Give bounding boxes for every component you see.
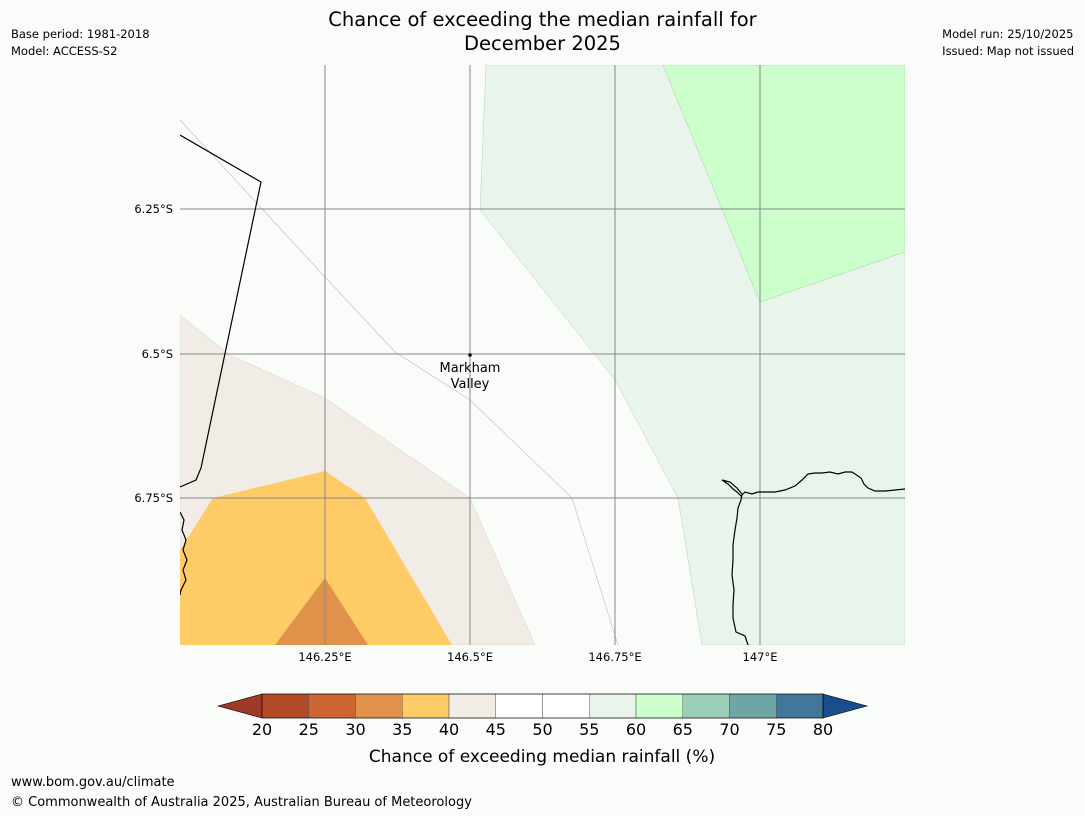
colorbar-tick-label: 45 (486, 720, 506, 739)
colorbar-label: Chance of exceeding median rainfall (%) (369, 747, 715, 767)
coastline-southwest (180, 511, 188, 596)
issued-status: Issued: Map not issued (942, 44, 1074, 58)
map-title: Chance of exceeding the median rainfall … (0, 8, 1085, 56)
colorbar-segment (589, 693, 637, 719)
border-line-west (180, 134, 262, 488)
colorbar-under-arrow (216, 693, 263, 719)
place-label-line-2: Valley (451, 377, 490, 392)
colorbar-segment (542, 693, 590, 719)
place-label-line-1: Markham (440, 361, 501, 376)
lon-label-2: 146.5°E (447, 650, 493, 664)
colorbar-segments (261, 693, 824, 719)
title-line-2: December 2025 (464, 32, 621, 55)
colorbar-segment (308, 693, 356, 719)
lat-label-1: 6.25°S (134, 202, 173, 216)
region-30-35 (275, 578, 368, 645)
colorbar: 20 25 30 35 40 45 50 55 60 65 70 75 80 Chance of exc… (216, 693, 869, 767)
colorbar-outline (261, 693, 824, 719)
colorbar-segment (261, 693, 309, 719)
contour-line (180, 119, 619, 645)
model-run: Model run: 25/10/2025 (942, 27, 1074, 41)
meta-right: Model run: 25/10/2025 Issued: Map not is… (942, 26, 1074, 60)
colorbar-tick-label: 65 (673, 720, 693, 739)
colorbar-segment (495, 693, 543, 719)
colorbar-segment (402, 693, 450, 719)
meta-left: Base period: 1981-2018 Model: ACCESS-S2 (11, 26, 150, 60)
colorbar-tick-label: 30 (345, 720, 365, 739)
colorbar-tick-label: 40 (439, 720, 459, 739)
colorbar-segment (355, 693, 403, 719)
lat-label-3: 6.75°S (134, 491, 173, 505)
lat-label-2: 6.5°S (142, 347, 173, 361)
gridlines (180, 65, 905, 645)
colorbar-tick-label: 70 (719, 720, 739, 739)
lon-label-4: 147°E (743, 650, 778, 664)
title-line-1: Chance of exceeding the median rainfall … (328, 8, 757, 31)
colorbar-segment (776, 693, 824, 719)
colorbar-ticks: 20 25 30 35 40 45 50 55 60 65 70 75 80 (252, 720, 833, 739)
colorbar-tick-label: 50 (532, 720, 552, 739)
region-35-40 (180, 471, 452, 645)
colorbar-tick-label: 55 (579, 720, 599, 739)
colorbar-tick-label: 20 (252, 720, 272, 739)
model-name: Model: ACCESS-S2 (11, 44, 118, 58)
coastline-southeast (721, 471, 905, 645)
colorbar-segment (635, 693, 683, 719)
colorbar-tick-label: 60 (626, 720, 646, 739)
place-marker (468, 353, 472, 357)
map-area (180, 65, 905, 645)
colorbar-over-arrow (822, 693, 869, 719)
colorbar-tick-label: 75 (766, 720, 786, 739)
footer-url: www.bom.gov.au/climate (11, 775, 175, 790)
footer-copyright: © Commonwealth of Australia 2025, Austra… (11, 795, 472, 810)
colorbar-tick-label: 35 (392, 720, 412, 739)
region-60-65 (662, 65, 905, 303)
colorbar-segment (729, 693, 777, 719)
colorbar-tick-label: 25 (299, 720, 319, 739)
lon-label-1: 146.25°E (298, 650, 351, 664)
colorbar-tick-label: 80 (813, 720, 833, 739)
colorbar-segment (682, 693, 730, 719)
lon-label-3: 146.75°E (588, 650, 641, 664)
colorbar-segment (448, 693, 496, 719)
base-period: Base period: 1981-2018 (11, 27, 150, 41)
